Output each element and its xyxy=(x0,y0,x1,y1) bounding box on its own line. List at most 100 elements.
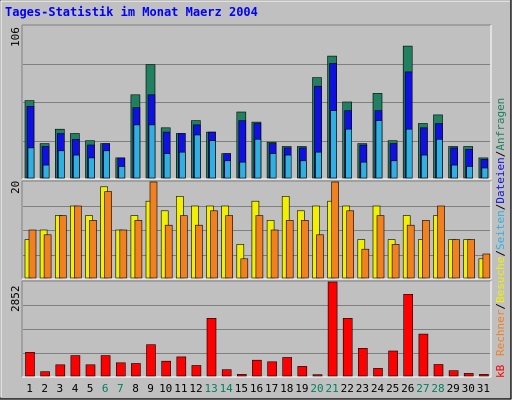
bar-seiten-27 xyxy=(421,154,428,179)
bar-kb-23 xyxy=(357,347,368,377)
bar-rechner-21 xyxy=(331,181,339,279)
bar-rechner-24 xyxy=(376,215,385,279)
bar-rechner-9 xyxy=(149,181,158,279)
x-label-27: 27 xyxy=(416,382,429,395)
bar-kb-4 xyxy=(70,355,81,377)
bar-seiten-18 xyxy=(284,154,292,179)
x-label-5: 5 xyxy=(87,382,94,395)
legend-sep-2: / xyxy=(494,250,507,257)
bar-rechner-1 xyxy=(28,229,37,279)
bar-seiten-20 xyxy=(315,151,322,179)
bar-kb-1 xyxy=(25,351,35,377)
bar-kb-3 xyxy=(55,364,66,377)
x-label-7: 7 xyxy=(117,382,124,395)
bar-rechner-26 xyxy=(406,224,415,279)
bar-rechner-25 xyxy=(391,244,400,279)
bar-rechner-7 xyxy=(119,229,128,279)
bar-kb-2 xyxy=(40,371,50,377)
bar-seiten-6 xyxy=(103,150,110,179)
bar-seiten-23 xyxy=(360,161,368,179)
bar-rechner-20 xyxy=(316,234,324,279)
bar-kb-10 xyxy=(161,360,171,377)
bar-kb-11 xyxy=(176,356,187,377)
bar-kb-30 xyxy=(463,373,474,377)
bar-kb-15 xyxy=(237,374,247,377)
bars-layer xyxy=(24,45,491,377)
bar-kb-29 xyxy=(448,370,459,377)
x-label-24: 24 xyxy=(371,382,385,395)
bar-rechner-31 xyxy=(482,253,491,279)
x-label-12: 12 xyxy=(189,382,202,395)
bar-kb-19 xyxy=(297,366,308,377)
bar-rechner-6 xyxy=(104,191,112,279)
bar-kb-12 xyxy=(191,365,202,377)
bar-seiten-21 xyxy=(330,110,337,179)
bar-kb-8 xyxy=(131,363,141,377)
bar-rechner-11 xyxy=(180,215,188,279)
bar-rechner-14 xyxy=(225,215,233,279)
x-axis-labels: 1 2 3 4 5 6 7 8 9 10 11 12 13 14 15 16 17 18 19 20 21 22 23 24 2… xyxy=(26,382,490,395)
bar-seiten-10 xyxy=(163,153,171,179)
x-label-9: 9 xyxy=(147,382,154,395)
legend-sep-3: / xyxy=(494,204,507,211)
bar-seiten-28 xyxy=(436,139,443,179)
bar-seiten-17 xyxy=(269,153,277,179)
bar-kb-7 xyxy=(116,362,126,377)
x-label-15: 15 xyxy=(235,382,248,395)
legend-sep-1: / xyxy=(494,303,507,310)
bar-seiten-30 xyxy=(466,166,474,179)
legend-dateien: Dateien xyxy=(494,157,507,203)
bar-seiten-2 xyxy=(42,164,50,179)
bar-seiten-4 xyxy=(73,154,80,179)
legend-kb: kB xyxy=(494,364,507,378)
bar-kb-20 xyxy=(312,374,323,377)
bar-seiten-16 xyxy=(254,139,262,179)
x-label-18: 18 xyxy=(280,382,293,395)
bar-seiten-8 xyxy=(133,124,141,179)
bar-rechner-19 xyxy=(300,220,309,279)
bar-rechner-29 xyxy=(452,239,460,279)
bar-rechner-28 xyxy=(437,205,445,279)
x-label-23: 23 xyxy=(356,382,369,395)
bar-rechner-30 xyxy=(467,239,476,279)
bar-rechner-23 xyxy=(361,248,370,279)
x-label-22: 22 xyxy=(341,382,354,395)
bar-seiten-15 xyxy=(239,161,247,179)
bar-kb-5 xyxy=(85,364,96,377)
bar-seiten-31 xyxy=(481,167,489,179)
bar-kb-13 xyxy=(206,317,217,377)
bar-seiten-3 xyxy=(57,150,65,179)
x-label-16: 16 xyxy=(250,382,263,395)
bar-seiten-5 xyxy=(88,157,95,179)
x-label-13: 13 xyxy=(204,382,217,395)
legend-anfragen: Anfragen xyxy=(494,98,507,151)
bar-rechner-22 xyxy=(346,210,355,279)
x-label-2: 2 xyxy=(41,382,48,395)
bar-seiten-14 xyxy=(224,160,231,179)
visits-ymax-label: 20 xyxy=(9,181,22,194)
bar-kb-27 xyxy=(418,333,429,377)
bar-rechner-16 xyxy=(255,215,264,279)
bar-seiten-25 xyxy=(390,160,398,179)
bar-kb-21 xyxy=(327,281,338,377)
legend-besuche: Besuche xyxy=(494,257,507,303)
traffic-ymax-label: 106 xyxy=(9,27,22,47)
x-label-1: 1 xyxy=(26,382,33,395)
x-label-20: 20 xyxy=(310,382,323,395)
bar-seiten-11 xyxy=(179,151,186,179)
bar-seiten-22 xyxy=(345,128,353,179)
x-label-10: 10 xyxy=(159,382,172,395)
bar-rechner-5 xyxy=(89,220,97,279)
x-label-6: 6 xyxy=(102,382,109,395)
bar-seiten-12 xyxy=(194,134,201,179)
bar-rechner-17 xyxy=(270,229,279,279)
bar-kb-31 xyxy=(479,374,489,377)
bar-rechner-10 xyxy=(164,224,173,279)
legend-sep-4: / xyxy=(494,151,507,158)
x-label-21: 21 xyxy=(325,382,338,395)
bar-kb-17 xyxy=(267,361,277,377)
bar-kb-28 xyxy=(433,364,444,377)
bar-kb-6 xyxy=(100,355,111,377)
bar-rechner-8 xyxy=(134,220,143,279)
bar-kb-26 xyxy=(403,293,414,377)
